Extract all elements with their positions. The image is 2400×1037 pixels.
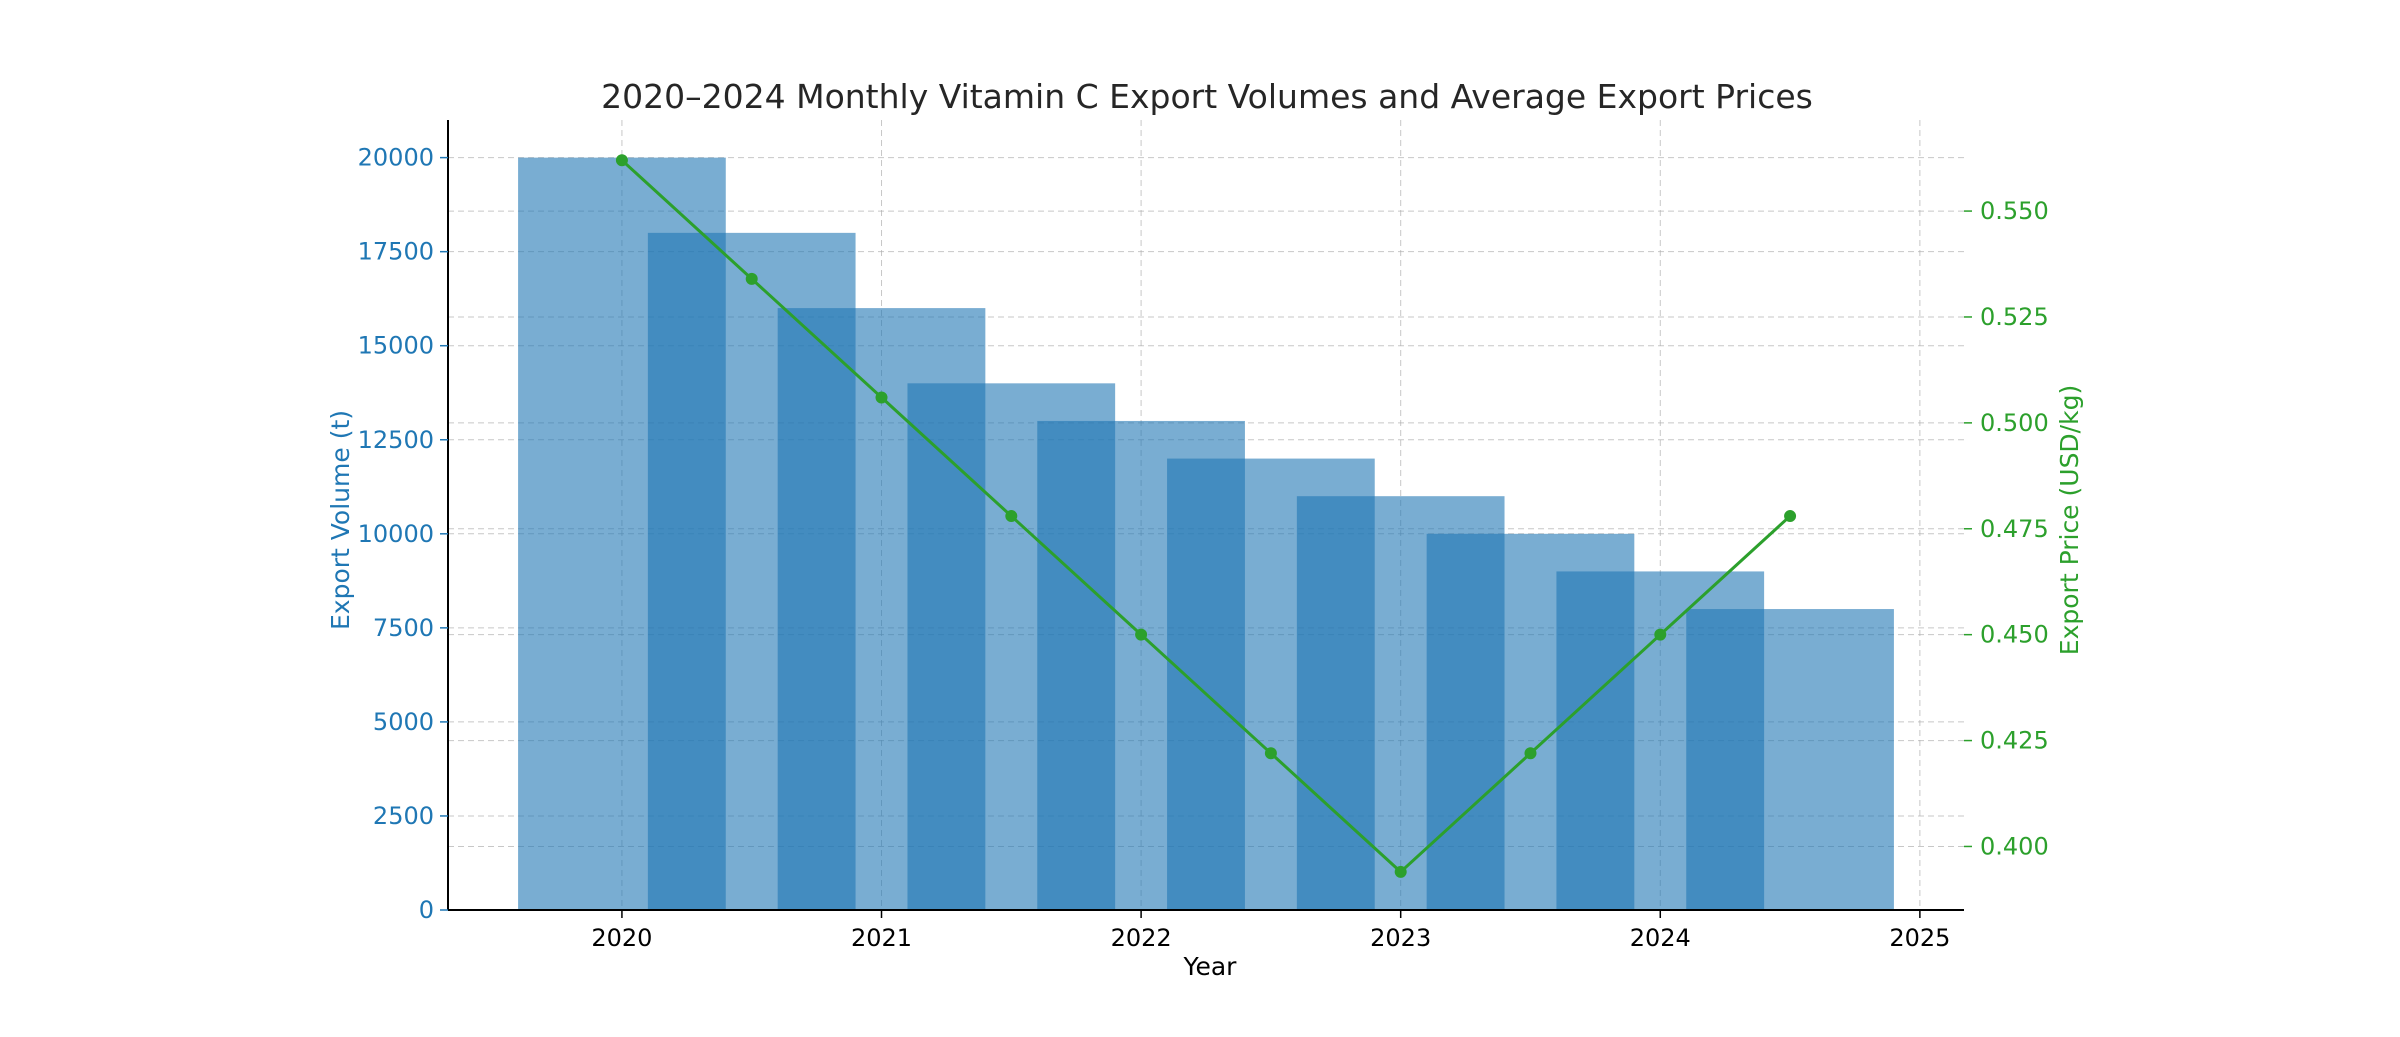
bar-layer: [518, 157, 1894, 911]
x-tick-label-2024: 2024: [1630, 924, 1691, 952]
ticks-layer: 2020 2021 2022 2023 2024 2025 0 2500 5000 7500 100…: [358, 144, 2049, 952]
price-line: [620, 159, 1792, 874]
x-tick-label-2023: 2023: [1370, 924, 1431, 952]
x-tick-label-2021: 2021: [851, 924, 912, 952]
line-layer: [615, 154, 1797, 878]
bar-9: [1686, 609, 1894, 910]
y-tick-label-15000: 15000: [358, 332, 434, 360]
price-point-7: [1524, 747, 1537, 760]
chart-title: 2020–2024 Monthly Vitamin C Export Volum…: [601, 77, 1813, 116]
y2-tick-label-0.400: 0.400: [1980, 832, 2049, 860]
y2-tick-label-0.550: 0.550: [1980, 197, 2049, 225]
y-tick-label-0: 0: [419, 896, 434, 924]
y-axis-label: Export Volume (t): [326, 410, 355, 630]
y2-tick-label-0.475: 0.475: [1980, 515, 2049, 543]
y-tick-label-20000: 20000: [358, 144, 434, 172]
y-tick-label-7500: 7500: [373, 614, 434, 642]
x-tick-label-2022: 2022: [1111, 924, 1172, 952]
price-point-1: [745, 272, 758, 285]
price-point-4: [1135, 628, 1148, 641]
price-point-5: [1264, 747, 1277, 760]
x-tick-label-2025: 2025: [1889, 924, 1950, 952]
y2-tick-label-0.525: 0.525: [1980, 303, 2049, 331]
y-tick-label-10000: 10000: [358, 520, 434, 548]
y-tick-label-5000: 5000: [373, 708, 434, 736]
y2-axis-label: Export Price (USD/kg): [2055, 385, 2084, 655]
y-tick-label-2500: 2500: [373, 802, 434, 830]
price-point-2: [875, 391, 888, 404]
price-point-6: [1394, 865, 1407, 878]
y-tick-label-12500: 12500: [358, 426, 434, 454]
price-point-0: [615, 154, 628, 167]
price-point-9: [1784, 510, 1797, 523]
y-tick-label-17500: 17500: [358, 238, 434, 266]
y2-tick-label-0.450: 0.450: [1980, 621, 2049, 649]
price-point-8: [1654, 628, 1667, 641]
price-point-3: [1005, 510, 1018, 523]
y2-tick-label-0.500: 0.500: [1980, 409, 2049, 437]
x-axis-label: Year: [1183, 952, 1238, 981]
y2-tick-label-0.425: 0.425: [1980, 727, 2049, 755]
x-tick-label-2020: 2020: [591, 924, 652, 952]
